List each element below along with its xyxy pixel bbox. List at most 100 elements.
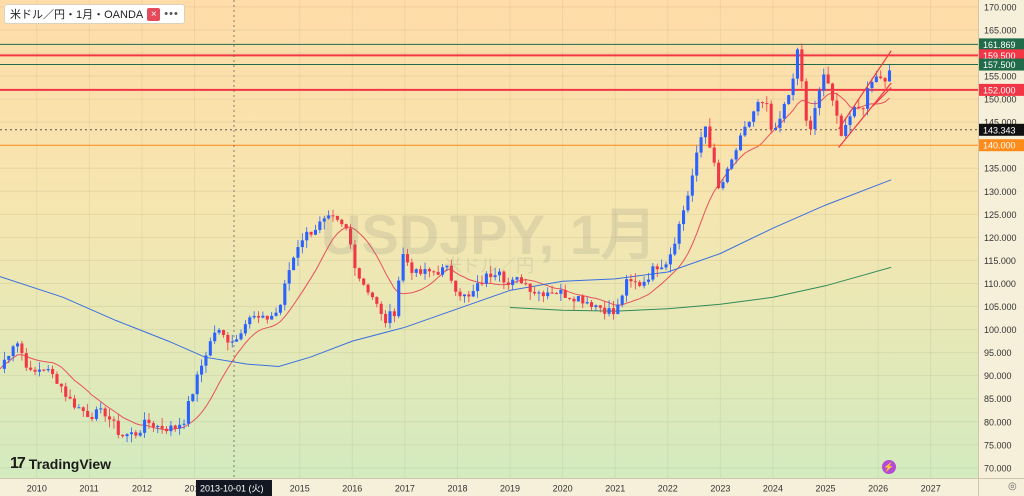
candle-body xyxy=(217,330,221,333)
candle-body xyxy=(594,305,598,308)
candle-body xyxy=(445,265,449,268)
candle-body xyxy=(261,315,265,318)
candle-body xyxy=(497,271,502,276)
candle-body xyxy=(99,408,103,410)
candle-body xyxy=(252,315,256,318)
candle-body xyxy=(568,297,572,299)
candle-body xyxy=(493,275,497,278)
candle-body xyxy=(743,126,747,136)
candle-body xyxy=(81,407,85,411)
candle-body xyxy=(848,116,852,126)
time-tick-label: 2018 xyxy=(447,484,467,494)
ma-mid-line xyxy=(0,179,892,368)
candle-body xyxy=(760,102,764,104)
price-tick-label: 75.000 xyxy=(984,440,1012,450)
candle-body xyxy=(235,339,239,342)
candle-body xyxy=(90,416,94,420)
candle-body xyxy=(559,290,563,294)
candle-body xyxy=(629,279,633,282)
candle-body xyxy=(747,121,751,127)
candle-body xyxy=(664,264,668,268)
candle-body xyxy=(695,152,699,176)
candle-body xyxy=(554,293,559,295)
candle-body xyxy=(68,396,72,399)
candle-body xyxy=(708,126,712,148)
time-tick-label: 2022 xyxy=(658,484,678,494)
candle-body xyxy=(787,95,791,104)
candle-body xyxy=(313,229,318,235)
candle-body xyxy=(673,243,677,255)
candle-body xyxy=(804,81,808,121)
candle-body xyxy=(883,78,887,82)
tradingview-logo-icon: 17 xyxy=(10,455,26,472)
price-level-label: 157.500 xyxy=(983,60,1016,70)
time-tick-label: 2026 xyxy=(868,484,888,494)
candle-body xyxy=(72,398,77,408)
bolt-icon[interactable]: ⚡ xyxy=(882,460,896,474)
candle-body xyxy=(379,303,383,314)
symbol-info[interactable]: 米ドル／円・1月・OANDA × ••• xyxy=(4,4,185,24)
time-axis[interactable]: 2010 2011 2012 2013 2015 2016 2017 2018 2019 2020… xyxy=(0,478,978,496)
candle-body xyxy=(375,297,379,304)
price-tick-label: 120.000 xyxy=(984,233,1017,243)
candle-body xyxy=(156,425,160,428)
chart-background xyxy=(0,0,978,478)
price-tick-label: 145.000 xyxy=(984,118,1017,128)
candle-body xyxy=(178,424,182,429)
candle-body xyxy=(699,137,703,153)
candle-body xyxy=(283,283,287,305)
candle-body xyxy=(852,106,856,117)
price-level-badge xyxy=(979,139,1024,152)
settings-icon[interactable]: ◎ xyxy=(1008,481,1017,492)
candle-body xyxy=(611,308,615,315)
chart-plot-area[interactable] xyxy=(0,0,978,478)
candle-body xyxy=(173,425,177,429)
candle-body xyxy=(625,279,629,296)
candle-body xyxy=(243,324,247,334)
candle-body xyxy=(116,420,120,435)
candle-body xyxy=(51,368,55,375)
price-level-label: 152.000 xyxy=(983,85,1016,95)
candle-body xyxy=(524,283,528,285)
candle-body xyxy=(265,315,269,320)
candle-body xyxy=(703,126,707,138)
candle-body xyxy=(603,307,607,314)
price-level-badge xyxy=(979,49,1024,62)
ma-long-line xyxy=(509,266,892,312)
tradingview-logo[interactable]: 17 TradingView xyxy=(10,455,111,473)
candle-body xyxy=(77,407,81,409)
candle-body xyxy=(200,365,204,375)
more-options-icon[interactable]: ••• xyxy=(164,8,179,20)
candle-body xyxy=(42,369,46,371)
close-icon[interactable]: × xyxy=(147,7,161,21)
candle-body xyxy=(511,279,515,285)
candle-body xyxy=(646,279,651,282)
candle-body xyxy=(765,103,769,105)
candle-body xyxy=(143,419,147,433)
time-tick-label: 2017 xyxy=(395,484,415,494)
candle-body xyxy=(642,281,646,286)
candle-body xyxy=(738,135,743,151)
candle-body xyxy=(813,108,817,130)
price-tick-label: 150.000 xyxy=(984,95,1017,105)
candle-body xyxy=(502,271,506,283)
candle-body xyxy=(287,270,291,284)
candle-body xyxy=(655,266,659,270)
candle-body xyxy=(108,416,112,420)
price-tick-label: 90.000 xyxy=(984,371,1012,381)
time-tick-label: 2021 xyxy=(605,484,625,494)
candle-body xyxy=(471,291,475,297)
price-axis[interactable]: 170.000165.000160.000155.000150.000145.0… xyxy=(978,0,1024,478)
candle-body xyxy=(296,247,300,258)
price-tick-label: 110.000 xyxy=(984,279,1016,289)
candle-body xyxy=(331,215,335,217)
candle-body xyxy=(581,296,585,304)
candle-body xyxy=(660,267,664,270)
candle-body xyxy=(300,240,304,248)
candle-body xyxy=(392,311,396,317)
candle-body xyxy=(458,291,462,297)
candle-body xyxy=(15,343,20,347)
candle-body xyxy=(589,302,594,308)
candle-body xyxy=(638,282,642,286)
candle-body xyxy=(318,221,322,230)
